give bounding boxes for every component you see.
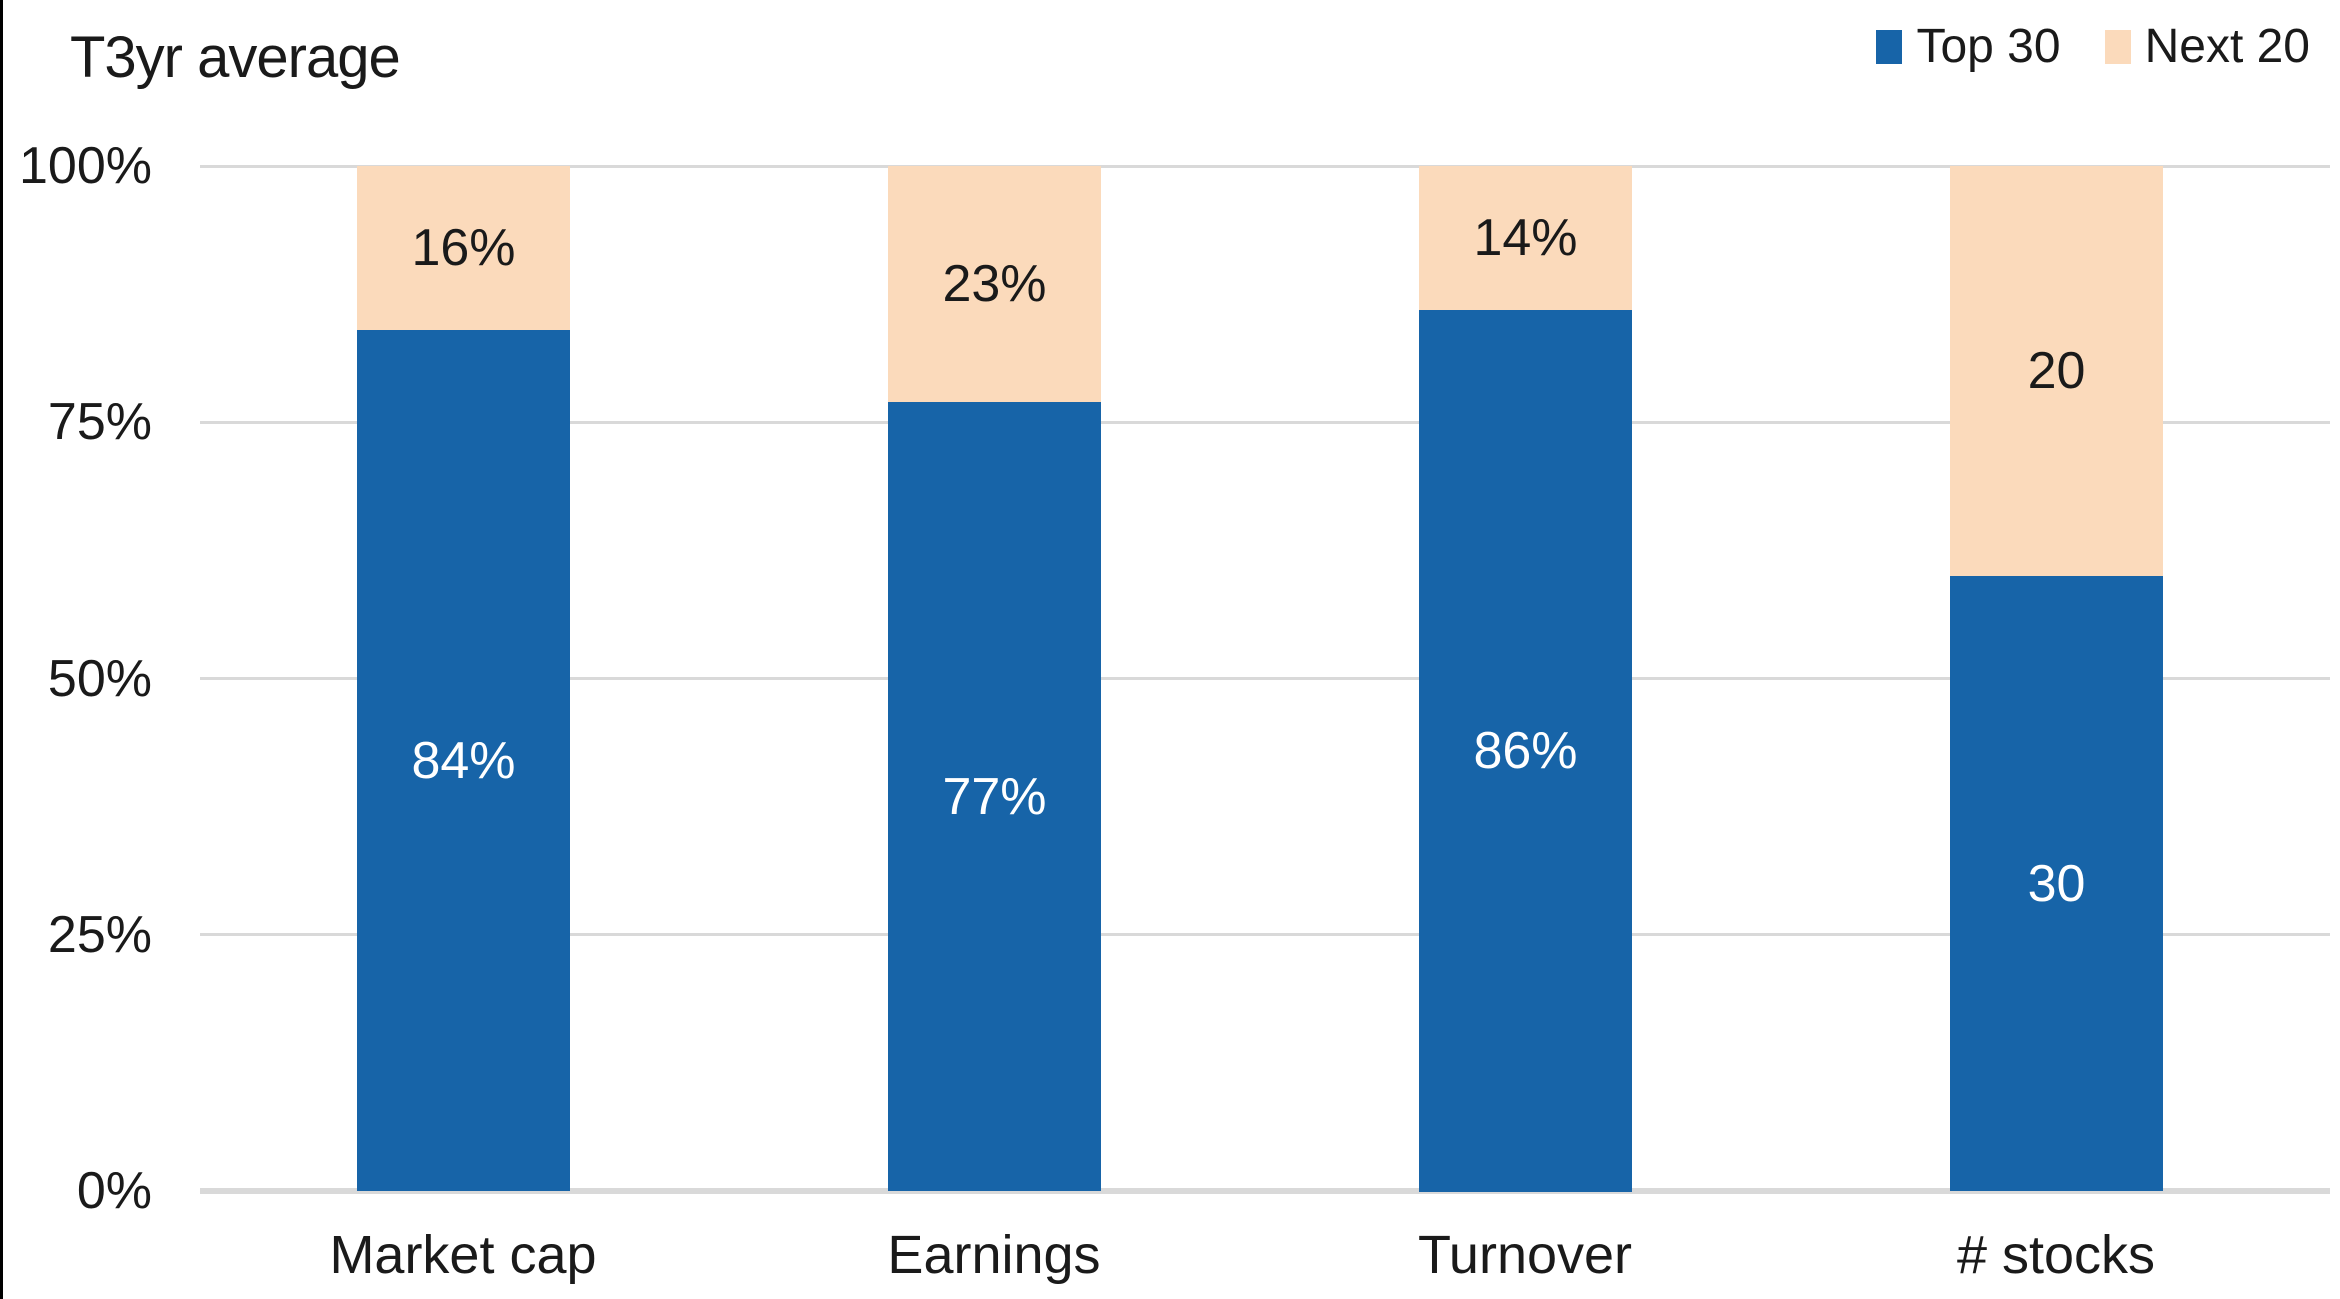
gridline-50 [200, 677, 2330, 680]
bar-segment-top-30-earnings: 77% [888, 402, 1101, 1191]
legend-item-top-30: Top 30 [1876, 20, 2061, 73]
bar-segment-next-20-stocks: 20 [1950, 166, 2163, 576]
x-axis-label-market-cap: Market cap [329, 1225, 597, 1285]
x-axis-label-stocks: # stocks [1956, 1225, 2156, 1285]
bar-segment-top-30-stocks: 30 [1950, 576, 2163, 1191]
bar-value-label-next-20-turnover: 14% [1473, 209, 1578, 267]
gridline-75 [200, 421, 2330, 424]
gridline-100 [200, 165, 2330, 168]
x-axis-baseline [200, 1188, 2330, 1194]
bar-value-label-top-30-earnings: 77% [942, 767, 1047, 826]
x-axis-label-earnings: Earnings [887, 1225, 1101, 1285]
x-axis-label-turnover: Turnover [1417, 1225, 1633, 1285]
legend-item-next-20: Next 20 [2104, 20, 2310, 73]
bar-segment-next-20-market-cap: 16% [357, 166, 570, 330]
left-border-line [0, 0, 3, 1299]
legend-swatch-top-30 [1876, 30, 1903, 64]
legend-label-top-30: Top 30 [1916, 20, 2061, 73]
legend-label-next-20: Next 20 [2144, 20, 2310, 73]
y-tick-label-75: 75% [47, 393, 152, 451]
bar-value-label-next-20-stocks: 20 [2027, 342, 2086, 400]
bar-value-label-top-30-market-cap: 84% [411, 731, 516, 790]
chart-title: T3yr average [70, 25, 401, 90]
y-tick-label-0: 0% [76, 1162, 152, 1220]
gridline-25 [200, 933, 2330, 936]
bar-segment-next-20-turnover: 14% [1419, 166, 1632, 310]
bar-value-label-next-20-market-cap: 16% [411, 219, 516, 277]
y-tick-label-25: 25% [47, 906, 152, 964]
y-tick-label-100: 100% [19, 137, 152, 195]
legend: Top 30 Next 20 [1876, 18, 2310, 76]
bar-segment-top-30-market-cap: 84% [357, 330, 570, 1191]
bar-value-label-top-30-stocks: 30 [2027, 854, 2086, 913]
bar-value-label-top-30-turnover: 86% [1473, 722, 1578, 780]
bar-value-label-next-20-earnings: 23% [942, 255, 1047, 313]
y-tick-label-50: 50% [47, 650, 152, 708]
legend-swatch-next-20 [2104, 30, 2131, 64]
bar-segment-next-20-earnings: 23% [888, 166, 1101, 402]
bar-segment-top-30-turnover: 86% [1419, 310, 1632, 1192]
